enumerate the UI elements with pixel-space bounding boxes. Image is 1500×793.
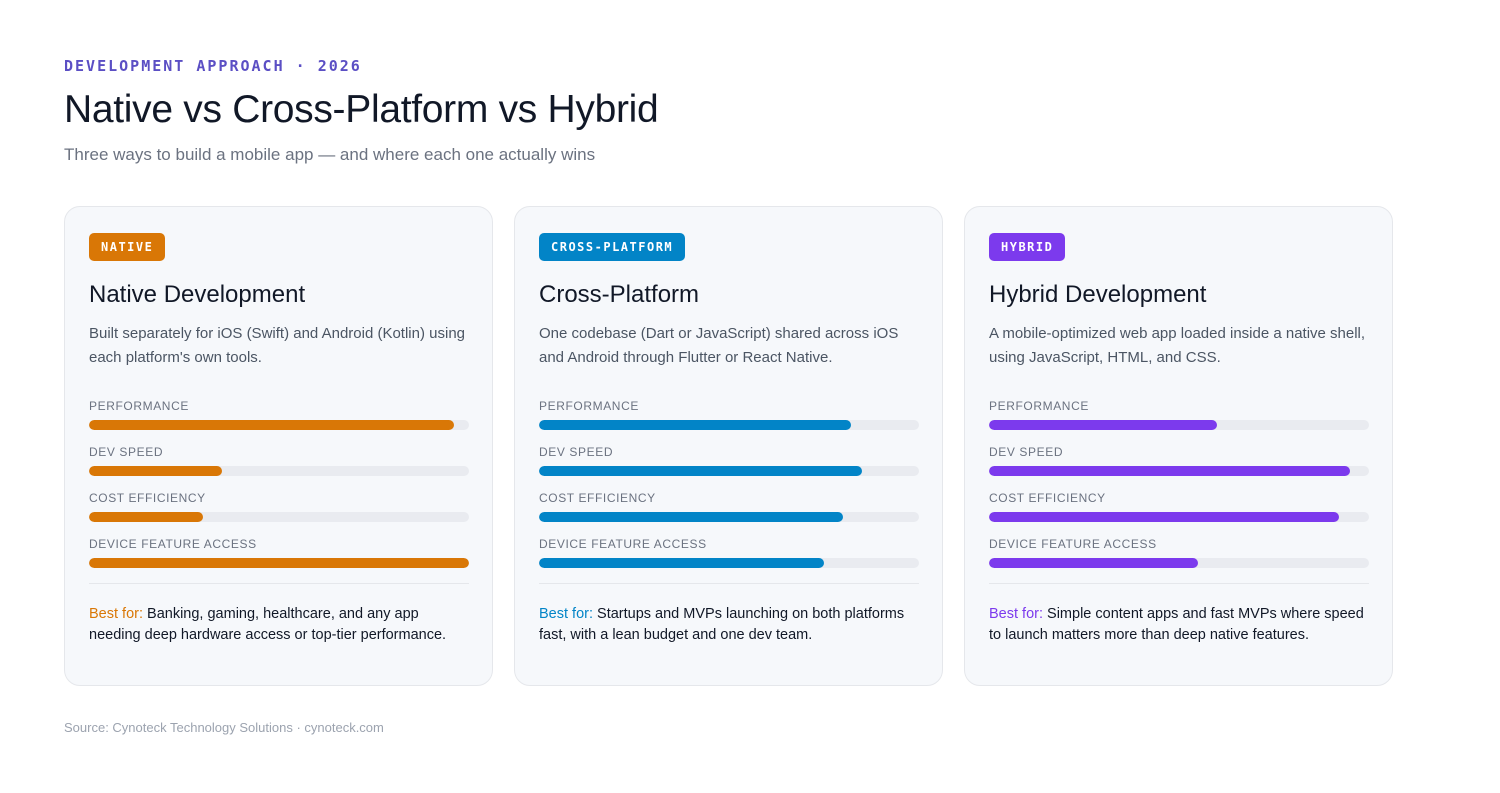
metric-label: PERFORMANCE [539, 399, 639, 413]
best-for: Best for: Banking, gaming, healthcare, a… [89, 604, 471, 646]
metric-track [89, 420, 469, 430]
card-divider [989, 583, 1369, 584]
metric-track [89, 558, 469, 568]
metric-list: PERFORMANCE DEV SPEED COST EFFICIENCY DE… [989, 399, 1369, 568]
metric-device-feature-access: DEVICE FEATURE ACCESS [89, 537, 469, 568]
best-for: Best for: Startups and MVPs launching on… [539, 604, 921, 646]
metric-label: DEVICE FEATURE ACCESS [539, 537, 707, 551]
metric-device-feature-access: DEVICE FEATURE ACCESS [989, 537, 1369, 568]
metric-fill [89, 512, 203, 522]
metric-dev-speed: DEV SPEED [989, 445, 1369, 476]
metric-fill [539, 466, 862, 476]
metric-label: COST EFFICIENCY [539, 491, 656, 505]
metric-label: DEVICE FEATURE ACCESS [89, 537, 257, 551]
card-description: One codebase (Dart or JavaScript) shared… [539, 325, 899, 366]
metric-track [989, 558, 1369, 568]
card-badge: NATIVE [89, 233, 166, 261]
metric-device-feature-access: DEVICE FEATURE ACCESS [539, 537, 919, 568]
best-for: Best for: Simple content apps and fast M… [989, 604, 1371, 646]
metric-track [89, 512, 469, 522]
metric-label: DEV SPEED [89, 445, 164, 459]
best-for-text: Banking, gaming, healthcare, and any app… [89, 606, 447, 643]
best-for-text: Startups and MVPs launching on both plat… [539, 606, 905, 643]
page-subtitle: Three ways to build a mobile app — and w… [64, 145, 596, 164]
metric-track [989, 466, 1369, 476]
metric-fill [89, 420, 454, 430]
metric-fill [89, 558, 469, 568]
metric-label: DEV SPEED [539, 445, 614, 459]
metric-performance: PERFORMANCE [539, 399, 919, 430]
metric-label: COST EFFICIENCY [89, 491, 206, 505]
card-native: NATIVE Native Development Built separate… [64, 206, 493, 686]
card-title: Native Development [89, 281, 306, 308]
metric-label: DEVICE FEATURE ACCESS [989, 537, 1157, 551]
metric-label: PERFORMANCE [89, 399, 189, 413]
metric-label: COST EFFICIENCY [989, 491, 1106, 505]
metric-label: DEV SPEED [989, 445, 1064, 459]
metric-track [539, 558, 919, 568]
best-for-text: Simple content apps and fast MVPs where … [989, 606, 1364, 643]
metric-fill [539, 558, 824, 568]
metric-cost-efficiency: COST EFFICIENCY [989, 491, 1369, 522]
metric-track [989, 512, 1369, 522]
metric-fill [89, 466, 222, 476]
metric-label: PERFORMANCE [989, 399, 1089, 413]
metric-fill [989, 466, 1350, 476]
metric-track [989, 420, 1369, 430]
metric-track [539, 420, 919, 430]
metric-fill [989, 512, 1339, 522]
metric-performance: PERFORMANCE [89, 399, 469, 430]
metric-dev-speed: DEV SPEED [89, 445, 469, 476]
comparison-cards: NATIVE Native Development Built separate… [64, 206, 1393, 686]
card-title: Hybrid Development [989, 281, 1207, 308]
card-divider [89, 583, 469, 584]
best-for-prefix: Best for: [539, 606, 593, 622]
card-hybrid: HYBRID Hybrid Development A mobile-optim… [964, 206, 1393, 686]
metric-fill [539, 512, 843, 522]
card-divider [539, 583, 919, 584]
card-title: Cross-Platform [539, 281, 700, 308]
metric-track [539, 512, 919, 522]
card-badge: HYBRID [989, 233, 1066, 261]
metric-fill [539, 420, 851, 430]
card-cross-platform: CROSS-PLATFORM Cross-Platform One codeba… [514, 206, 943, 686]
metric-cost-efficiency: COST EFFICIENCY [539, 491, 919, 522]
best-for-prefix: Best for: [89, 606, 143, 622]
metric-fill [989, 420, 1217, 430]
metric-list: PERFORMANCE DEV SPEED COST EFFICIENCY DE… [539, 399, 919, 568]
eyebrow-label: DEVELOPMENT APPROACH · 2026 [64, 57, 362, 75]
metric-fill [989, 558, 1198, 568]
metric-track [539, 466, 919, 476]
source-footer: Source: Cynoteck Technology Solutions · … [64, 720, 384, 735]
metric-cost-efficiency: COST EFFICIENCY [89, 491, 469, 522]
card-description: Built separately for iOS (Swift) and And… [89, 325, 466, 366]
best-for-prefix: Best for: [989, 606, 1043, 622]
metric-list: PERFORMANCE DEV SPEED COST EFFICIENCY DE… [89, 399, 469, 568]
metric-performance: PERFORMANCE [989, 399, 1369, 430]
card-description: A mobile-optimized web app loaded inside… [989, 325, 1366, 366]
metric-dev-speed: DEV SPEED [539, 445, 919, 476]
metric-track [89, 466, 469, 476]
page-title: Native vs Cross-Platform vs Hybrid [64, 88, 659, 131]
card-badge: CROSS-PLATFORM [539, 233, 686, 261]
